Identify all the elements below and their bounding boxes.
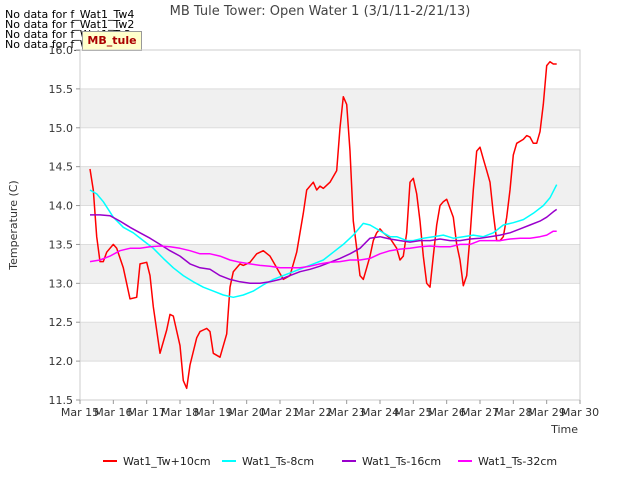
- plot-area: [79, 49, 581, 401]
- x-tick-label: Mar 29: [528, 406, 566, 419]
- y-tick-label: 16.0: [49, 44, 74, 57]
- x-tick-label: Mar 17: [128, 406, 166, 419]
- x-tick-label: Mar 30: [561, 406, 599, 419]
- no-data-message: No data for f_Wat1_Tw2: [5, 18, 135, 31]
- grid-band: [80, 166, 580, 206]
- legend-label: Wat1_Ts-32cm: [478, 455, 557, 468]
- grid-band: [80, 322, 580, 362]
- legend-label: Wat1_Ts-8cm: [242, 455, 314, 468]
- y-axis-label: Temperature (C): [7, 180, 20, 270]
- x-tick-label: Mar 22: [294, 406, 332, 419]
- x-tick-label: Mar 23: [328, 406, 366, 419]
- no-data-message: No data for f_Wat1_Tw4: [5, 8, 135, 21]
- legend-label: Wat1_Tw+10cm: [123, 455, 211, 468]
- series-line: [89, 184, 558, 299]
- x-tick-label: Mar 28: [494, 406, 532, 419]
- y-tick-label: 13.5: [49, 238, 74, 251]
- y-tick-label: 13.0: [49, 277, 74, 290]
- y-tick-label: 15.5: [49, 83, 74, 96]
- no-data-message: No data for f_Wat1_Ts2: [5, 28, 132, 41]
- grid-band: [80, 88, 580, 128]
- site-badge[interactable]: MB_tule: [82, 31, 142, 51]
- y-tick-label: 14.5: [49, 161, 74, 174]
- x-tick-label: Mar 16: [94, 406, 132, 419]
- y-tick-label: 11.5: [49, 394, 74, 407]
- x-tick-label: Mar 24: [361, 406, 399, 419]
- x-tick-label: Mar 18: [161, 406, 199, 419]
- x-tick-label: Mar 27: [461, 406, 499, 419]
- x-tick-label: Mar 19: [194, 406, 232, 419]
- x-tick-label: Mar 15: [61, 406, 99, 419]
- x-tick-label: Mar 20: [228, 406, 266, 419]
- legend-label: Wat1_Ts-16cm: [362, 455, 441, 468]
- x-tick-label: Mar 21: [261, 406, 299, 419]
- y-tick-label: 15.0: [49, 122, 74, 135]
- x-tick-label: Mar 26: [428, 406, 466, 419]
- chart-title: MB Tule Tower: Open Water 1 (3/1/11-2/21…: [170, 4, 471, 19]
- series-line: [89, 60, 557, 390]
- series-line: [89, 230, 557, 269]
- grid-band: [80, 244, 580, 284]
- y-tick-label: 12.0: [49, 355, 74, 368]
- y-tick-label: 12.5: [49, 316, 74, 329]
- x-tick-label: Mar 25: [394, 406, 432, 419]
- y-tick-label: 14.0: [49, 200, 74, 213]
- no-data-message: No data for f_Wat1_Tw: [5, 38, 128, 51]
- x-axis-label: Time: [550, 423, 578, 436]
